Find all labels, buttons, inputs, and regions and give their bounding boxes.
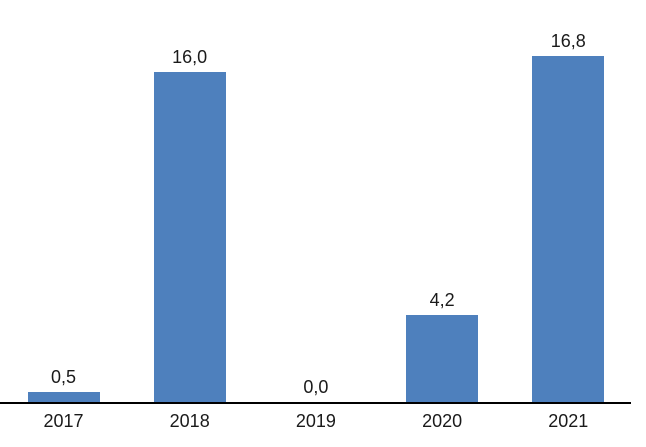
x-axis-label-2021: 2021 <box>548 411 589 431</box>
bar-2018 <box>153 72 226 402</box>
value-label-2021: 16,8 <box>550 31 586 51</box>
x-axis-label-2018: 2018 <box>169 411 210 431</box>
value-label-2020: 4,2 <box>429 290 455 310</box>
x-axis-label-2019: 2019 <box>295 411 336 431</box>
x-axis-line <box>0 402 631 404</box>
bar-2020 <box>406 315 479 402</box>
value-label-2019: 0,0 <box>303 377 329 397</box>
x-axis-label-2017: 2017 <box>43 411 84 431</box>
x-axis-label-2020: 2020 <box>422 411 463 431</box>
value-label-2017: 0,5 <box>50 367 77 387</box>
bar-2017 <box>27 392 100 402</box>
bar-2021 <box>532 56 605 402</box>
value-label-2018: 16,0 <box>172 47 208 67</box>
